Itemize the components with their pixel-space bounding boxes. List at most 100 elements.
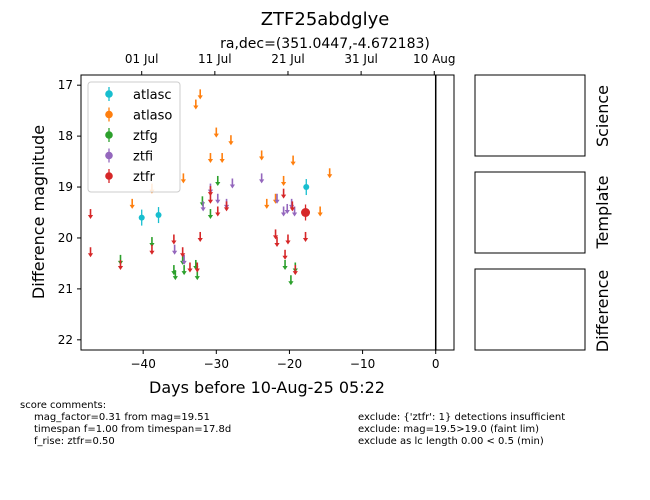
- y-tick-label: 22: [58, 333, 73, 347]
- limit-arrowhead: [172, 250, 178, 255]
- score-comment-line: timespan f=1.00 from timespan=17.8d: [34, 424, 231, 435]
- upper-limit-marker-ztfi: [229, 178, 235, 189]
- limit-arrowhead: [215, 199, 221, 204]
- plot-frame: [80, 74, 455, 351]
- upper-limit-marker-ztfr: [149, 244, 155, 255]
- limit-arrowhead: [207, 159, 214, 164]
- limit-arrowhead: [280, 212, 287, 217]
- x-tick-label: −20: [277, 357, 302, 371]
- limit-arrowhead: [282, 255, 288, 260]
- limit-arrowhead: [272, 235, 279, 240]
- limit-arrowhead: [317, 212, 323, 217]
- x-tick-label: 0: [432, 357, 440, 371]
- upper-limit-marker-atlaso: [264, 198, 270, 209]
- upper-limit-marker-ztfg: [172, 270, 178, 281]
- top-tick-label: 10 Aug: [413, 52, 456, 66]
- limit-arrowhead: [207, 199, 214, 204]
- upper-limit-marker-ztfr: [215, 206, 221, 217]
- detection-marker-ztfr: [301, 204, 311, 221]
- x-tick-label: −10: [350, 357, 375, 371]
- limit-arrowhead: [219, 159, 225, 164]
- upper-limit-marker-ztfr: [285, 234, 291, 245]
- legend-entry-atlasc: atlasc: [105, 87, 172, 103]
- upper-limit-marker-ztfg: [288, 275, 294, 286]
- limit-arrowhead: [284, 209, 290, 214]
- limit-arrowhead: [181, 260, 187, 265]
- limit-arrowhead: [181, 271, 187, 276]
- limit-arrowhead: [291, 212, 298, 217]
- upper-limit-marker-ztfg: [215, 175, 221, 186]
- limit-arrowhead: [274, 199, 280, 204]
- upper-limit-marker-ztfr: [180, 247, 186, 258]
- legend-box: [87, 81, 181, 193]
- data-point: [303, 184, 310, 191]
- detection-marker-atlasc: [155, 207, 162, 224]
- limit-arrowhead: [290, 161, 296, 166]
- upper-limit-marker-ztfr: [280, 188, 287, 199]
- upper-limit-marker-ztfr: [292, 265, 298, 276]
- upper-limit-marker-atlaso: [228, 135, 234, 146]
- legend-label: ztfg: [133, 129, 158, 144]
- limit-arrowhead: [223, 207, 230, 212]
- score-comment-line: mag_factor=0.31 from mag=19.51: [34, 412, 210, 423]
- limit-arrowhead: [302, 237, 309, 242]
- legend-label: ztfi: [133, 150, 153, 165]
- upper-limit-marker-ztfr: [302, 231, 309, 242]
- template-image-panel: [474, 171, 586, 254]
- upper-limit-marker-ztfr: [87, 247, 94, 258]
- limit-arrowhead: [129, 204, 135, 209]
- limit-arrowhead: [264, 204, 270, 209]
- legend-entry-ztfi: ztfi: [105, 148, 153, 165]
- upper-limit-marker-atlaso: [280, 175, 287, 186]
- data-point: [155, 212, 162, 219]
- y-tick-label: 20: [58, 231, 73, 245]
- y-tick-label: 18: [58, 129, 73, 143]
- limit-arrowhead: [149, 250, 155, 255]
- limit-arrowhead: [213, 133, 219, 138]
- upper-limit-marker-atlaso: [259, 150, 265, 161]
- upper-limit-marker-ztfi: [284, 203, 290, 214]
- template-panel-label: Template: [593, 175, 612, 249]
- limit-arrowhead: [289, 207, 295, 212]
- upper-limit-marker-ztfr: [117, 259, 124, 270]
- limit-arrowhead: [207, 192, 214, 197]
- upper-limit-marker-ztfr: [187, 262, 193, 273]
- limit-arrowhead: [288, 281, 294, 286]
- legend-label: ztfr: [133, 170, 155, 185]
- upper-limit-marker-ztfr: [171, 234, 177, 245]
- limit-arrowhead: [197, 95, 203, 100]
- plot-area: [87, 75, 437, 350]
- top-date-axis: 01 Jul 11 Jul 21 Jul 31 Jul 10 Aug: [125, 52, 456, 75]
- upper-limit-marker-atlaso: [207, 153, 214, 164]
- difference-panel-label: Difference: [593, 270, 612, 352]
- legend-entry-ztfg: ztfg: [105, 128, 158, 144]
- upper-limit-marker-ztfi: [259, 173, 265, 184]
- limit-arrowhead: [200, 207, 206, 212]
- upper-limit-marker-atlaso: [193, 99, 199, 110]
- limit-arrowhead: [171, 240, 177, 245]
- legend-entry-atlaso: atlaso: [105, 107, 172, 124]
- score-comments-header: score comments:: [20, 400, 106, 411]
- legend-marker: [105, 110, 113, 119]
- limit-arrowhead: [280, 194, 287, 199]
- upper-limit-marker-atlaso: [219, 153, 225, 164]
- y-tick-label: 21: [58, 282, 73, 296]
- upper-limit-marker-atlaso: [129, 198, 135, 209]
- legend-marker: [105, 151, 113, 160]
- x-tick-label: −40: [131, 357, 156, 371]
- chart-subtitle: ra,dec=(351.0447,-4.672183): [220, 36, 430, 52]
- upper-limit-marker-ztfr: [282, 249, 288, 260]
- limit-arrowhead: [215, 181, 221, 186]
- legend-marker: [105, 90, 113, 98]
- data-point: [301, 208, 311, 217]
- detection-marker-atlasc: [138, 209, 145, 226]
- x-tick-label: −30: [204, 357, 229, 371]
- detection-marker-atlasc: [303, 179, 310, 196]
- upper-limit-marker-ztfi: [181, 254, 187, 265]
- upper-limit-marker-ztfi: [200, 201, 206, 212]
- limit-arrowhead: [180, 179, 186, 184]
- limit-arrowhead: [292, 271, 298, 276]
- limit-arrowhead: [180, 253, 186, 258]
- limit-arrowhead: [327, 174, 333, 179]
- legend-marker: [105, 172, 113, 180]
